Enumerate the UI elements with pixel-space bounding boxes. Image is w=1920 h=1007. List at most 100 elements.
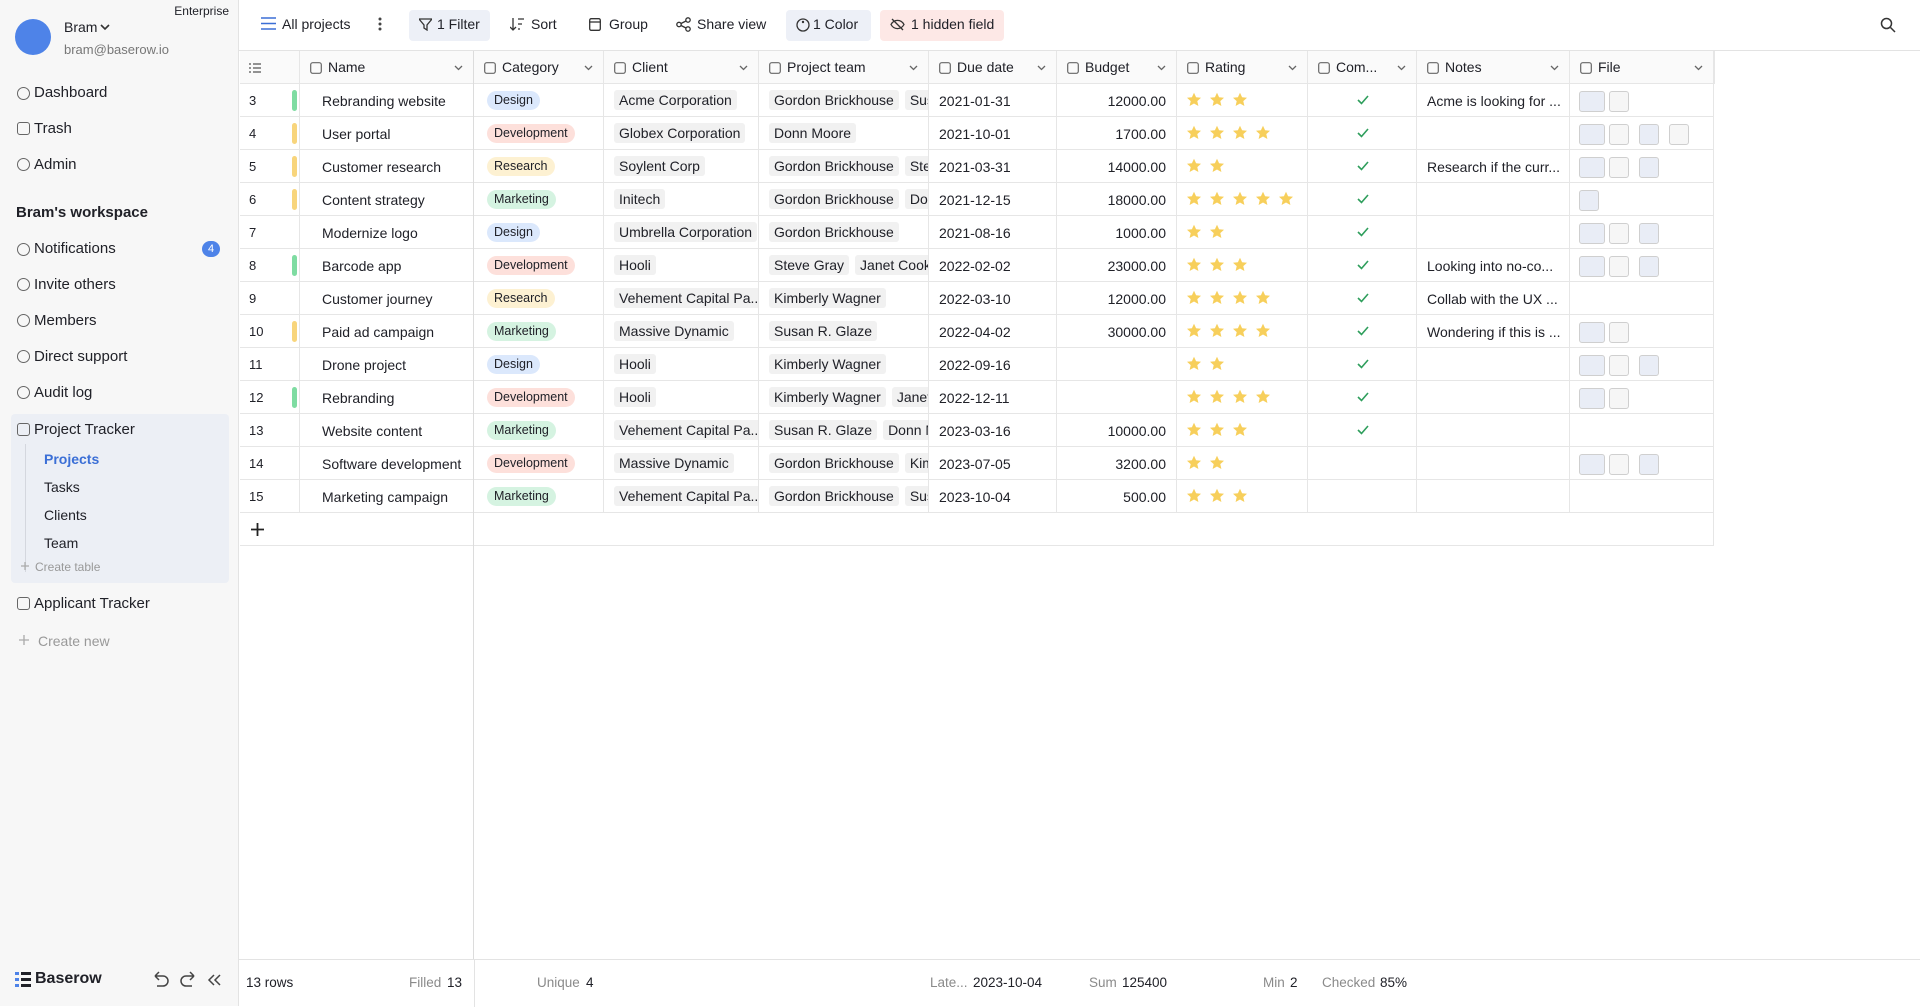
cell — [1308, 348, 1417, 381]
nav-item[interactable]: Direct support — [34, 348, 128, 365]
table-item[interactable]: Tasks — [44, 479, 80, 495]
column-header[interactable]: Notes — [1417, 51, 1570, 84]
toolbar: All projects 1 Filter Sort Group Share v… — [239, 0, 1920, 51]
table-item[interactable]: Projects — [44, 451, 100, 467]
cell: 30000.00 — [1057, 315, 1177, 348]
row-id: 12 — [249, 390, 264, 405]
client: Massive Dynamic — [614, 453, 740, 473]
color-icon — [796, 18, 810, 32]
column-header[interactable]: Budget — [1057, 51, 1177, 84]
aggregation-label: Unique — [537, 975, 580, 990]
star — [1210, 191, 1224, 205]
due-date: 2022-03-10 — [939, 291, 1011, 307]
sort-button[interactable]: Sort — [531, 16, 557, 32]
cell: Gordon BrickhouseStev — [759, 150, 929, 183]
column-header[interactable]: Due date — [929, 51, 1057, 84]
group-button[interactable]: Group — [609, 16, 648, 32]
table-item[interactable]: Team — [44, 535, 79, 551]
category: Design — [487, 355, 540, 374]
nav-item[interactable]: Invite others — [34, 276, 116, 293]
cell — [1570, 117, 1714, 150]
name: Customer journey — [322, 291, 433, 307]
avatar — [15, 19, 51, 55]
row-id: 6 — [249, 192, 257, 207]
cell — [1570, 183, 1714, 216]
cell: Gordon BrickhouseSus — [759, 480, 929, 513]
cell — [1417, 216, 1570, 249]
team: Gordon BrickhouseKim — [769, 453, 928, 473]
cell: 15 — [240, 480, 300, 513]
table-item[interactable]: Clients — [44, 507, 87, 523]
team: Gordon BrickhouseSus — [769, 486, 928, 506]
hidden-fields-button[interactable]: 1 hidden field — [911, 16, 995, 32]
row-color — [292, 255, 297, 276]
glyph — [1356, 194, 1369, 204]
hidden-bg — [880, 10, 1004, 41]
history-controls[interactable] — [152, 971, 227, 989]
column-header[interactable]: File — [1570, 51, 1714, 84]
cell — [1177, 150, 1308, 183]
nav-item[interactable]: Audit log — [34, 384, 93, 401]
cell — [1417, 414, 1570, 447]
cell: Research if the curr... — [1417, 150, 1570, 183]
rating — [1187, 389, 1270, 403]
client: Hooli — [614, 387, 662, 407]
create-new[interactable]: Create new — [38, 633, 110, 649]
database-name[interactable]: Project Tracker — [34, 421, 135, 438]
database-name[interactable]: Applicant Tracker — [34, 595, 150, 612]
glyph — [1694, 65, 1703, 71]
cell: Barcode app — [300, 249, 474, 282]
cell — [1177, 414, 1308, 447]
nav-item[interactable]: Members — [34, 312, 97, 329]
star — [1187, 191, 1201, 205]
add-field[interactable] — [1714, 51, 1715, 84]
column-header[interactable]: Category — [474, 51, 604, 84]
name: Website content — [322, 423, 423, 439]
hidden-icon — [890, 18, 905, 31]
cell: 2021-01-31 — [929, 84, 1057, 117]
column-header[interactable]: Rating — [1177, 51, 1308, 84]
cell — [1308, 447, 1417, 480]
rating — [1187, 356, 1224, 370]
column-name: Due date — [957, 59, 1014, 75]
filter-button[interactable]: 1 Filter — [437, 16, 480, 32]
star — [1210, 323, 1224, 337]
column-menu — [1288, 65, 1297, 71]
cell — [1177, 249, 1308, 282]
cell — [1570, 150, 1714, 183]
color-button[interactable]: 1 Color — [813, 16, 859, 32]
column-header[interactable]: Project team — [759, 51, 929, 84]
team-member: Gordon Brickhouse — [769, 222, 899, 242]
add-row[interactable] — [240, 513, 474, 546]
budget: 23000.00 — [1107, 258, 1166, 274]
view-menu[interactable] — [378, 17, 382, 31]
nav-item[interactable]: Trash — [34, 120, 72, 137]
team: Susan R. Glaze — [769, 321, 883, 341]
cell: Hooli — [604, 381, 759, 414]
share-button[interactable]: Share view — [697, 16, 767, 32]
user-name[interactable]: Bram — [64, 19, 98, 35]
team: Gordon BrickhouseDor — [769, 189, 928, 209]
create-table[interactable]: Create table — [35, 560, 101, 574]
row-count: 13 rows — [246, 975, 294, 990]
workspace-title[interactable]: Bram's workspace — [16, 204, 148, 221]
column-header[interactable]: Com... — [1308, 51, 1417, 84]
rating — [1187, 422, 1247, 436]
due-date: 2023-07-05 — [939, 456, 1011, 472]
file-thumbnail — [1639, 454, 1659, 475]
column-header[interactable]: Name — [300, 51, 474, 84]
star — [1187, 356, 1201, 370]
view-name[interactable]: All projects — [282, 16, 351, 32]
column-header[interactable]: Client — [604, 51, 759, 84]
nav-item[interactable]: Admin — [34, 156, 77, 173]
column-name: Com... — [1336, 59, 1378, 75]
nav-item[interactable]: Dashboard — [34, 84, 108, 101]
cell: 6 — [240, 183, 300, 216]
due-date: 2022-02-02 — [939, 258, 1011, 274]
budget: 14000.00 — [1107, 159, 1166, 175]
search-icon[interactable] — [1880, 17, 1896, 33]
budget: 500.00 — [1123, 489, 1166, 505]
nav-item[interactable]: Notifications — [34, 240, 116, 257]
category: Design — [487, 91, 540, 110]
field-icon — [1580, 62, 1592, 74]
